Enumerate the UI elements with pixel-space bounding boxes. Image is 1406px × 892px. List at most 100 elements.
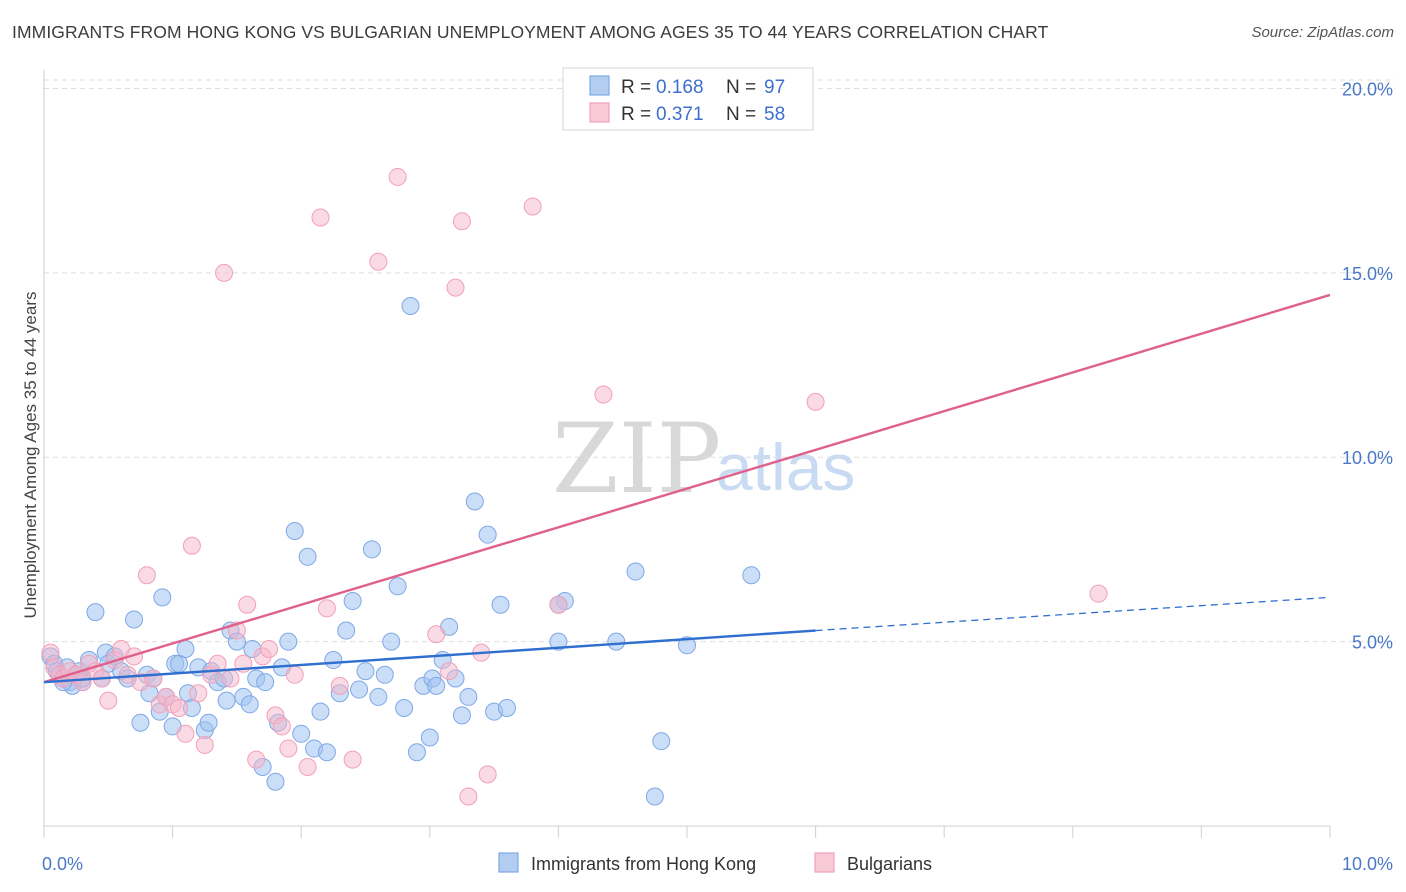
bulgarians-point-21 <box>170 698 189 717</box>
bulgarians-point-44 <box>343 750 362 769</box>
bulgarians-point-23 <box>182 536 201 555</box>
hong-kong-point-53 <box>292 724 311 743</box>
legend-r-label-2: R = <box>621 104 651 125</box>
bulgarians-point-56 <box>594 385 613 404</box>
hong-kong-point-30 <box>176 639 195 658</box>
bulgarians-point-51 <box>459 787 478 806</box>
bulgarians-point-10 <box>99 691 118 710</box>
bulgarians-point-54 <box>523 197 542 216</box>
hong-kong-point-75 <box>427 676 446 695</box>
legend-r-value-2: 0.371 <box>656 104 704 125</box>
hong-kong-point-61 <box>343 592 362 611</box>
bulgarians-point-22 <box>176 724 195 743</box>
hong-kong-point-60 <box>337 621 356 640</box>
hong-kong-point-82 <box>478 525 497 544</box>
bulgarians-point-33 <box>247 750 266 769</box>
hong-kong-trend-extension <box>815 596 1331 632</box>
bottom-legend-swatch-hong-kong <box>498 852 519 873</box>
bulgarians-point-25 <box>195 735 214 754</box>
hong-kong-point-25 <box>153 588 172 607</box>
hong-kong-point-89 <box>607 632 626 651</box>
hong-kong-point-91 <box>652 732 671 751</box>
hong-kong-point-62 <box>350 680 369 699</box>
hong-kong-point-43 <box>240 695 259 714</box>
bulgarians-point-41 <box>311 208 330 227</box>
x-tick-labels: 0.0% 10.0% <box>42 854 1393 874</box>
hong-kong-point-84 <box>491 595 510 614</box>
y-tick-label-0: 5.0% <box>1352 633 1393 653</box>
hong-kong-point-12 <box>86 603 105 622</box>
bulgarians-point-37 <box>272 717 291 736</box>
bulgarians-point-38 <box>279 739 298 758</box>
bottom-legend-swatch-bulgarians <box>814 852 835 873</box>
bulgarians-point-14 <box>125 647 144 666</box>
bulgarians-point-39 <box>285 665 304 684</box>
hong-kong-point-73 <box>420 728 439 747</box>
legend-r-label-1: R = <box>621 77 651 98</box>
watermark-zip: ZIP <box>552 403 721 515</box>
hong-kong-point-67 <box>382 632 401 651</box>
hong-kong-point-65 <box>369 687 388 706</box>
hong-kong-point-80 <box>459 687 478 706</box>
axes <box>43 70 1331 838</box>
legend-r-value-1: 0.168 <box>656 77 704 98</box>
hong-kong-point-93 <box>678 636 696 655</box>
hong-kong-point-52 <box>285 521 304 540</box>
bulgarians-point-45 <box>369 252 388 271</box>
hong-kong-point-92 <box>645 787 664 806</box>
bottom-legend-label-hong-kong: Immigrants from Hong Kong <box>531 854 756 874</box>
bottom-legend-label-bulgarians: Bulgarians <box>847 854 932 874</box>
hong-kong-point-54 <box>298 547 317 566</box>
bulgarians-point-0 <box>41 643 60 662</box>
watermark: ZIP atlas <box>552 403 855 515</box>
trend-lines <box>43 293 1331 684</box>
watermark-atlas: atlas <box>716 430 855 504</box>
hong-kong-point-70 <box>401 297 420 316</box>
series-hong-kong-points <box>41 297 761 806</box>
bulgarians-point-55 <box>549 595 568 614</box>
bulgarians-point-48 <box>440 662 459 681</box>
hong-kong-point-86 <box>549 632 568 651</box>
bulgarians-point-42 <box>317 599 336 618</box>
hong-kong-point-56 <box>311 702 330 721</box>
legend-n-value-1: 97 <box>764 77 785 98</box>
y-tick-labels: 5.0% 10.0% 15.0% 20.0% <box>1342 79 1393 652</box>
hong-kong-point-94 <box>742 566 761 585</box>
hong-kong-point-71 <box>407 743 426 762</box>
hong-kong-point-68 <box>388 577 407 596</box>
bulgarians-point-46 <box>388 167 407 186</box>
legend-swatch-hong-kong <box>589 75 610 96</box>
bulgarians-point-50 <box>452 212 471 231</box>
hong-kong-point-64 <box>362 540 381 559</box>
legend-n-label-1: N = <box>726 77 756 98</box>
hong-kong-point-79 <box>452 706 471 725</box>
legend: R = 0.168 N = 97 R = 0.371 N = 58 <box>562 67 814 131</box>
bulgarians-point-17 <box>144 669 163 688</box>
bulgarians-point-16 <box>137 566 156 585</box>
bulgarians-point-28 <box>215 263 234 282</box>
x-tick-label-min: 0.0% <box>42 854 83 874</box>
chart-title: IMMIGRANTS FROM HONG KONG VS BULGARIAN U… <box>12 22 1049 42</box>
y-axis-title: Unemployment Among Ages 35 to 44 years <box>21 292 40 619</box>
bulgarians-point-43 <box>330 676 349 695</box>
bulgarians-point-6 <box>73 673 92 692</box>
gridlines <box>44 79 1395 643</box>
bulgarians-point-35 <box>260 639 279 658</box>
source-note: Source: ZipAtlas.com <box>1251 24 1394 41</box>
hong-kong-point-48 <box>266 772 285 791</box>
hong-kong-point-85 <box>497 698 516 717</box>
y-tick-label-2: 15.0% <box>1342 264 1393 284</box>
bulgarians-trend-line <box>43 293 1331 684</box>
bottom-legend: Immigrants from Hong Kong Bulgarians <box>498 852 932 874</box>
bulgarians-point-53 <box>478 765 497 784</box>
bulgarians-point-32 <box>238 595 257 614</box>
legend-n-value-2: 58 <box>764 104 785 125</box>
y-tick-label-3: 20.0% <box>1342 79 1393 99</box>
y-tick-label-1: 10.0% <box>1342 448 1393 468</box>
bulgarians-point-49 <box>446 278 465 297</box>
hong-kong-point-51 <box>279 632 298 651</box>
hong-kong-point-57 <box>317 743 336 762</box>
bulgarians-point-47 <box>427 625 446 644</box>
legend-n-label-2: N = <box>726 104 756 125</box>
